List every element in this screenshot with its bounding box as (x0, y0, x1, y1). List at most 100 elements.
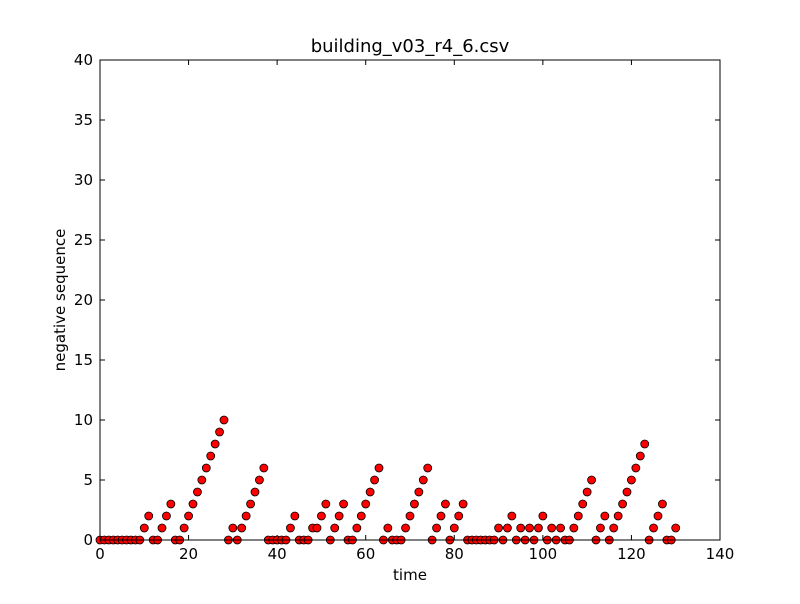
data-point (250, 487, 260, 497)
data-point (613, 511, 623, 521)
data-point (410, 499, 419, 509)
data-point (215, 427, 224, 437)
y-tick-label: 40 (74, 51, 93, 69)
data-point (538, 511, 548, 521)
data-point (330, 523, 340, 533)
data-point (649, 523, 658, 533)
data-point (228, 523, 238, 533)
x-tick-label: 80 (445, 545, 464, 563)
data-point (418, 475, 428, 485)
data-point (618, 499, 627, 509)
data-point (139, 523, 149, 533)
x-tick-label: 100 (529, 545, 558, 563)
x-tick-label: 60 (356, 545, 375, 563)
x-tick-label: 0 (95, 545, 105, 563)
data-point (640, 439, 650, 449)
y-tick-label: 5 (83, 471, 93, 489)
data-point (374, 463, 384, 473)
y-tick-label: 0 (83, 531, 93, 549)
data-point (144, 511, 154, 521)
data-point (423, 463, 433, 473)
data-point (503, 523, 512, 533)
x-tick-label: 40 (268, 545, 287, 563)
data-point (587, 475, 596, 485)
data-point (339, 499, 348, 509)
data-point (441, 499, 450, 509)
data-point (334, 511, 344, 521)
data-point (237, 523, 247, 533)
data-point (286, 523, 295, 533)
data-point (166, 499, 176, 509)
plot-area (100, 60, 720, 540)
data-point (210, 439, 220, 449)
data-point (596, 523, 605, 533)
y-tick-label: 20 (74, 291, 93, 309)
data-point (547, 523, 557, 533)
y-axis-label: negative sequence (51, 229, 69, 372)
plot-frame (99, 59, 721, 541)
data-point (193, 487, 202, 497)
data-points (95, 415, 681, 545)
y-tick-label: 15 (74, 351, 93, 369)
y-tick-label: 35 (74, 111, 93, 129)
data-point (671, 523, 681, 533)
data-point (573, 511, 583, 521)
x-tick-labels: 0 20 40 60 80 100 120 140 (95, 545, 734, 563)
data-point (356, 511, 366, 521)
y-tick-labels: 0 5 10 15 20 25 30 35 40 (74, 51, 93, 549)
data-point (383, 523, 393, 533)
data-point (405, 511, 415, 521)
data-point (312, 523, 322, 533)
data-point (600, 511, 610, 521)
x-tick-label: 20 (179, 545, 198, 563)
data-point (627, 475, 636, 485)
data-point (352, 523, 362, 533)
data-point (255, 475, 264, 485)
data-point (507, 511, 517, 521)
chart-title: building_v03_r4_6.csv (311, 36, 510, 57)
data-point (534, 523, 543, 533)
data-point (631, 463, 641, 473)
data-point (157, 523, 167, 533)
data-point (206, 451, 216, 461)
data-point (179, 523, 189, 533)
x-tick-label: 120 (617, 545, 646, 563)
data-point (653, 511, 663, 521)
y-tick-label: 25 (74, 231, 93, 249)
x-axis-label: time (393, 566, 427, 584)
x-tick-label: 140 (706, 545, 735, 563)
data-point (578, 499, 588, 509)
data-point (635, 451, 645, 461)
y-tick-label: 30 (74, 171, 93, 189)
data-point (516, 523, 526, 533)
data-point (370, 475, 379, 485)
data-point (609, 523, 619, 533)
data-point (401, 523, 410, 533)
data-point (458, 499, 468, 509)
data-point (414, 487, 424, 497)
data-point (556, 523, 565, 533)
data-point (246, 499, 255, 509)
data-point (317, 511, 326, 521)
data-point (219, 415, 229, 425)
data-point (197, 475, 207, 485)
data-point (365, 487, 375, 497)
data-point (361, 499, 371, 509)
data-point (241, 511, 251, 521)
data-point (184, 511, 193, 521)
data-point (622, 487, 632, 497)
data-point (449, 523, 459, 533)
y-tick-label: 10 (74, 411, 93, 429)
data-point (162, 511, 171, 521)
data-point (494, 523, 503, 533)
data-point (290, 511, 300, 521)
data-point (569, 523, 579, 533)
data-point (432, 523, 441, 533)
data-point (454, 511, 464, 521)
data-point (321, 499, 331, 509)
data-point (259, 463, 269, 473)
data-point (582, 487, 592, 497)
data-point (658, 499, 667, 509)
data-point (525, 523, 534, 533)
